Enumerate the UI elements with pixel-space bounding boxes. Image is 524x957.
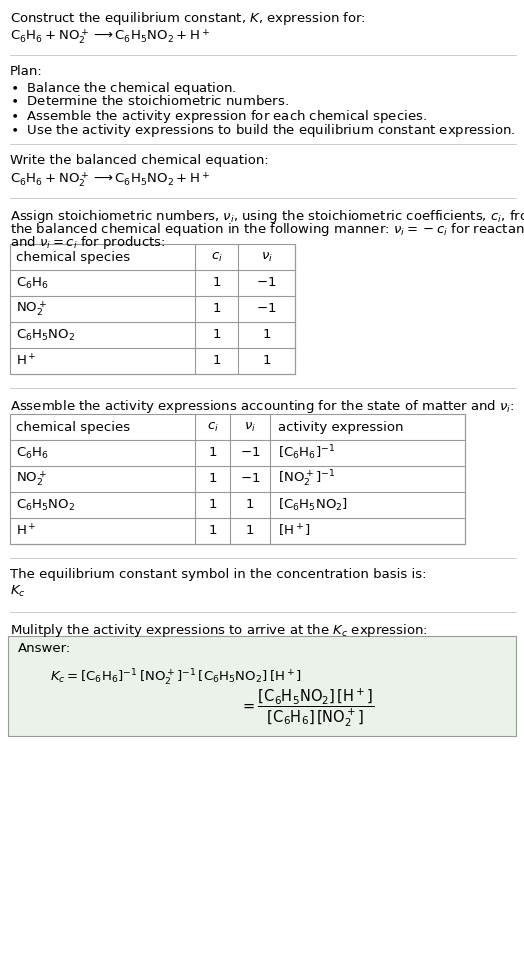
Text: $c_i$: $c_i$ — [206, 420, 219, 434]
Text: $\nu_i$: $\nu_i$ — [244, 420, 256, 434]
Text: $1$: $1$ — [262, 328, 271, 342]
Text: $= \dfrac{[\mathrm{C_6H_5NO_2}]\,[\mathrm{H^+}]}{[\mathrm{C_6H_6}]\,[\mathrm{NO_: $= \dfrac{[\mathrm{C_6H_5NO_2}]\,[\mathr… — [240, 687, 374, 729]
Text: $\bullet$  Determine the stoichiometric numbers.: $\bullet$ Determine the stoichiometric n… — [10, 94, 289, 108]
Text: $-1$: $-1$ — [240, 473, 260, 485]
Text: $[\mathrm{H^+}]$: $[\mathrm{H^+}]$ — [278, 523, 311, 539]
Text: chemical species: chemical species — [16, 251, 130, 263]
Text: activity expression: activity expression — [278, 420, 403, 434]
Text: $K_c = [\mathrm{C_6H_6}]^{-1}\,[\mathrm{NO_2^+}]^{-1}\,[\mathrm{C_6H_5NO_2}]\,[\: $K_c = [\mathrm{C_6H_6}]^{-1}\,[\mathrm{… — [50, 668, 302, 688]
Text: $c_i$: $c_i$ — [211, 251, 222, 263]
Text: $\mathrm{NO_2^+}$: $\mathrm{NO_2^+}$ — [16, 470, 47, 488]
Text: $1$: $1$ — [262, 354, 271, 367]
Text: $\mathrm{C_6H_5NO_2}$: $\mathrm{C_6H_5NO_2}$ — [16, 498, 75, 513]
Text: $[\mathrm{NO_2^+}]^{-1}$: $[\mathrm{NO_2^+}]^{-1}$ — [278, 469, 335, 489]
Text: $\bullet$  Balance the chemical equation.: $\bullet$ Balance the chemical equation. — [10, 80, 237, 97]
Text: Answer:: Answer: — [18, 641, 71, 655]
Text: Mulitply the activity expressions to arrive at the $K_c$ expression:: Mulitply the activity expressions to arr… — [10, 622, 428, 639]
Text: $\mathrm{H^+}$: $\mathrm{H^+}$ — [16, 523, 37, 539]
Text: $\mathrm{C_6H_6}$: $\mathrm{C_6H_6}$ — [16, 276, 49, 291]
Text: Plan:: Plan: — [10, 65, 43, 78]
Text: 1: 1 — [212, 354, 221, 367]
Text: $\mathrm{NO_2^+}$: $\mathrm{NO_2^+}$ — [16, 300, 47, 319]
Text: Assign stoichiometric numbers, $\nu_i$, using the stoichiometric coefficients, $: Assign stoichiometric numbers, $\nu_i$, … — [10, 208, 524, 225]
Text: the balanced chemical equation in the following manner: $\nu_i = -c_i$ for react: the balanced chemical equation in the fo… — [10, 221, 524, 238]
Text: 1: 1 — [212, 277, 221, 290]
Text: 1: 1 — [208, 447, 217, 459]
Text: The equilibrium constant symbol in the concentration basis is:: The equilibrium constant symbol in the c… — [10, 568, 427, 581]
Bar — [8, 636, 516, 736]
Text: $\mathrm{H^+}$: $\mathrm{H^+}$ — [16, 353, 37, 368]
Text: 1: 1 — [208, 473, 217, 485]
Text: $\mathrm{C_6H_6}$: $\mathrm{C_6H_6}$ — [16, 445, 49, 460]
Text: $\mathrm{C_6H_6} + \mathrm{NO_2^+} \longrightarrow \mathrm{C_6H_5NO_2} + \mathrm: $\mathrm{C_6H_6} + \mathrm{NO_2^+} \long… — [10, 170, 210, 189]
Bar — [10, 244, 295, 374]
Text: $\nu_i$: $\nu_i$ — [260, 251, 272, 263]
Text: $-1$: $-1$ — [240, 447, 260, 459]
Text: Write the balanced chemical equation:: Write the balanced chemical equation: — [10, 154, 269, 167]
Text: 1: 1 — [208, 524, 217, 538]
Text: 1: 1 — [212, 328, 221, 342]
Text: 1: 1 — [212, 302, 221, 316]
Bar — [10, 414, 465, 544]
Text: and $\nu_i = c_i$ for products:: and $\nu_i = c_i$ for products: — [10, 234, 166, 251]
Text: $-1$: $-1$ — [256, 277, 277, 290]
Text: $-1$: $-1$ — [256, 302, 277, 316]
Text: $K_c$: $K_c$ — [10, 584, 26, 599]
Text: Assemble the activity expressions accounting for the state of matter and $\nu_i$: Assemble the activity expressions accoun… — [10, 398, 515, 415]
Text: $[\mathrm{C_6H_6}]^{-1}$: $[\mathrm{C_6H_6}]^{-1}$ — [278, 444, 335, 462]
Text: 1: 1 — [208, 499, 217, 511]
Text: $\bullet$  Use the activity expressions to build the equilibrium constant expres: $\bullet$ Use the activity expressions t… — [10, 122, 516, 139]
Text: $\mathrm{C_6H_5NO_2}$: $\mathrm{C_6H_5NO_2}$ — [16, 327, 75, 343]
Text: $\bullet$  Assemble the activity expression for each chemical species.: $\bullet$ Assemble the activity expressi… — [10, 108, 427, 125]
Text: $\mathrm{C_6H_6} + \mathrm{NO_2^+} \longrightarrow \mathrm{C_6H_5NO_2} + \mathrm: $\mathrm{C_6H_6} + \mathrm{NO_2^+} \long… — [10, 27, 210, 46]
Text: $1$: $1$ — [245, 499, 255, 511]
Text: Construct the equilibrium constant, $K$, expression for:: Construct the equilibrium constant, $K$,… — [10, 10, 366, 27]
Text: $[\mathrm{C_6H_5NO_2}]$: $[\mathrm{C_6H_5NO_2}]$ — [278, 497, 348, 513]
Text: chemical species: chemical species — [16, 420, 130, 434]
Text: $1$: $1$ — [245, 524, 255, 538]
